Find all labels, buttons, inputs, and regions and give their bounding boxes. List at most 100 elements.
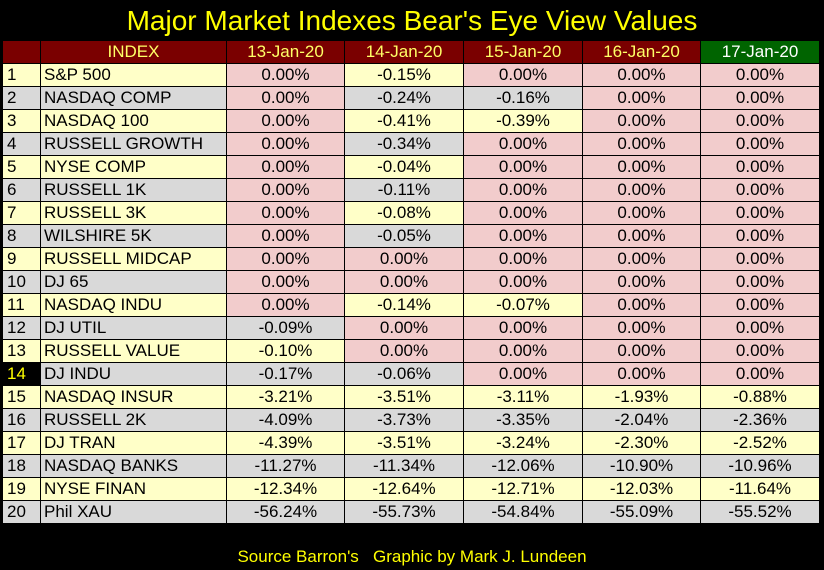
- table-row: 4 RUSSELL GROWTH 0.00% -0.34% 0.00% 0.00% 0.00…: [2, 132, 820, 156]
- table-row: 5 NYSE COMP 0.00% -0.04% 0.00% 0.00% 0.00%: [2, 155, 820, 179]
- value-cell: 0.00%: [463, 339, 583, 363]
- value-cell: -3.21%: [226, 385, 345, 409]
- rank-cell: 16: [2, 408, 41, 432]
- table-row: 18 NASDAQ BANKS -11.27% -11.34% -12.06% -10.9…: [2, 454, 820, 478]
- index-name-cell: RUSSELL 2K: [40, 408, 227, 432]
- index-name-cell: Phil XAU: [40, 500, 227, 524]
- value-cell: 0.00%: [463, 316, 583, 340]
- rank-cell: 20: [2, 500, 41, 524]
- value-cell: -56.24%: [226, 500, 345, 524]
- value-cell: -0.08%: [344, 201, 464, 225]
- rank-cell: 15: [2, 385, 41, 409]
- table-row: 6 RUSSELL 1K 0.00% -0.11% 0.00% 0.00% 0.00%: [2, 178, 820, 202]
- value-cell: 0.00%: [700, 362, 820, 386]
- value-cell: -0.88%: [700, 385, 820, 409]
- rank-cell: 18: [2, 454, 41, 478]
- index-name-cell: NASDAQ COMP: [40, 86, 227, 110]
- index-name-cell: DJ TRAN: [40, 431, 227, 455]
- header-cell-date: 16-Jan-20: [582, 40, 701, 64]
- value-cell: 0.00%: [226, 178, 345, 202]
- table-row: 14 DJ INDU -0.17% -0.06% 0.00% 0.00% 0.00%: [2, 362, 820, 386]
- table-row: 15 NASDAQ INSUR -3.21% -3.51% -3.11% -1.93% -0…: [2, 385, 820, 409]
- value-cell: -3.51%: [344, 385, 464, 409]
- value-cell: 0.00%: [582, 178, 701, 202]
- page-title: Major Market Indexes Bear's Eye View Val…: [126, 5, 698, 36]
- value-cell: -11.34%: [344, 454, 464, 478]
- index-name-cell: RUSSELL VALUE: [40, 339, 227, 363]
- value-cell: -3.73%: [344, 408, 464, 432]
- value-cell: 0.00%: [463, 224, 583, 248]
- value-cell: -11.27%: [226, 454, 345, 478]
- value-cell: 0.00%: [700, 316, 820, 340]
- value-cell: 0.00%: [700, 339, 820, 363]
- source-footer: Source Barron's Graphic by Mark J. Lunde…: [237, 547, 587, 566]
- rank-cell: 13: [2, 339, 41, 363]
- value-cell: 0.00%: [226, 132, 345, 156]
- index-name-cell: NASDAQ BANKS: [40, 454, 227, 478]
- value-cell: 0.00%: [344, 247, 464, 271]
- value-cell: -0.39%: [463, 109, 583, 133]
- table-row: 20 Phil XAU -56.24% -55.73% -54.84% -55.09% -5…: [2, 500, 820, 524]
- value-cell: 0.00%: [700, 224, 820, 248]
- index-name-cell: NYSE COMP: [40, 155, 227, 179]
- index-name-cell: RUSSELL MIDCAP: [40, 247, 227, 271]
- index-name-cell: DJ INDU: [40, 362, 227, 386]
- index-name-cell: RUSSELL GROWTH: [40, 132, 227, 156]
- index-name-cell: NASDAQ INDU: [40, 293, 227, 317]
- value-cell: -2.36%: [700, 408, 820, 432]
- value-cell: -10.96%: [700, 454, 820, 478]
- rank-cell: 11: [2, 293, 41, 317]
- value-cell: -3.35%: [463, 408, 583, 432]
- rank-cell: 19: [2, 477, 41, 501]
- rank-cell: 1: [2, 63, 41, 87]
- value-cell: -0.07%: [463, 293, 583, 317]
- value-cell: 0.00%: [700, 178, 820, 202]
- index-name-cell: NYSE FINAN: [40, 477, 227, 501]
- value-cell: 0.00%: [582, 155, 701, 179]
- table-row: 13 RUSSELL VALUE -0.10% 0.00% 0.00% 0.00% 0.00…: [2, 339, 820, 363]
- value-cell: 0.00%: [344, 339, 464, 363]
- value-cell: 0.00%: [226, 270, 345, 294]
- value-cell: -3.11%: [463, 385, 583, 409]
- value-cell: 0.00%: [700, 293, 820, 317]
- value-cell: -4.39%: [226, 431, 345, 455]
- value-cell: 0.00%: [582, 201, 701, 225]
- value-cell: 0.00%: [226, 224, 345, 248]
- value-cell: -0.09%: [226, 316, 345, 340]
- table-row: 19 NYSE FINAN -12.34% -12.64% -12.71% -12.03%…: [2, 477, 820, 501]
- index-name-cell: WILSHIRE 5K: [40, 224, 227, 248]
- value-cell: 0.00%: [344, 270, 464, 294]
- value-cell: 0.00%: [226, 86, 345, 110]
- value-cell: 0.00%: [582, 270, 701, 294]
- value-cell: -0.17%: [226, 362, 345, 386]
- rank-cell: 3: [2, 109, 41, 133]
- header-cell-date: 13-Jan-20: [226, 40, 345, 64]
- value-cell: 0.00%: [700, 247, 820, 271]
- rank-cell: 5: [2, 155, 41, 179]
- value-cell: 0.00%: [700, 63, 820, 87]
- value-cell: 0.00%: [700, 132, 820, 156]
- value-cell: -0.24%: [344, 86, 464, 110]
- value-cell: -54.84%: [463, 500, 583, 524]
- value-cell: 0.00%: [226, 155, 345, 179]
- table-header-row: INDEX 13-Jan-20 14-Jan-20 15-Jan-20 16-J…: [2, 40, 820, 64]
- value-cell: -0.04%: [344, 155, 464, 179]
- value-cell: -12.03%: [582, 477, 701, 501]
- table-row: 2 NASDAQ COMP 0.00% -0.24% -0.16% 0.00% 0.00%: [2, 86, 820, 110]
- value-cell: -0.06%: [344, 362, 464, 386]
- value-cell: 0.00%: [700, 270, 820, 294]
- table-row: 11 NASDAQ INDU 0.00% -0.14% -0.07% 0.00% 0.00%: [2, 293, 820, 317]
- value-cell: -11.64%: [700, 477, 820, 501]
- table-row: 17 DJ TRAN -4.39% -3.51% -3.24% -2.30% -2.52%: [2, 431, 820, 455]
- value-cell: -2.04%: [582, 408, 701, 432]
- value-cell: 0.00%: [226, 201, 345, 225]
- bear-eye-view-table: INDEX 13-Jan-20 14-Jan-20 15-Jan-20 16-J…: [2, 40, 820, 524]
- value-cell: 0.00%: [463, 63, 583, 87]
- value-cell: 0.00%: [582, 247, 701, 271]
- value-cell: -12.34%: [226, 477, 345, 501]
- value-cell: 0.00%: [582, 293, 701, 317]
- value-cell: -0.14%: [344, 293, 464, 317]
- value-cell: -3.24%: [463, 431, 583, 455]
- header-cell-rank: [2, 40, 41, 64]
- value-cell: 0.00%: [226, 247, 345, 271]
